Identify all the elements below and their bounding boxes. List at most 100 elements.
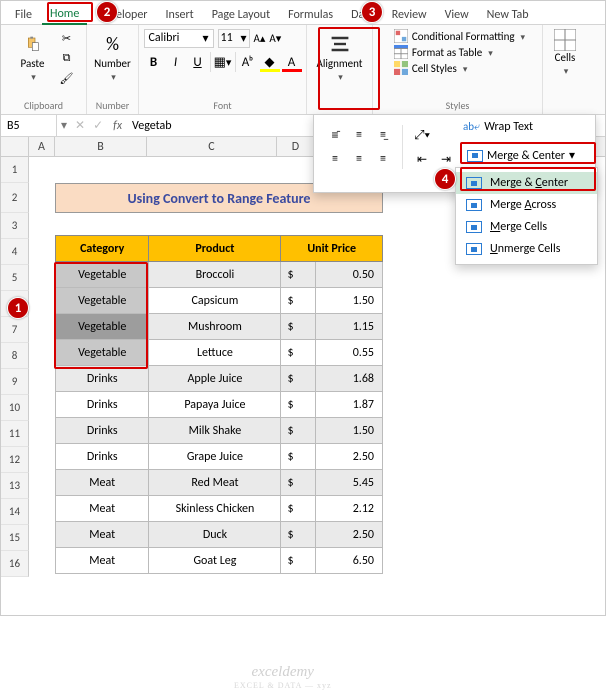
- cell-currency[interactable]: $: [281, 444, 316, 470]
- align-middle-icon[interactable]: ≡: [348, 125, 370, 145]
- alignment-button[interactable]: Alignment: [319, 29, 361, 83]
- tab-file[interactable]: File: [7, 6, 40, 24]
- cell-product[interactable]: Mushroom: [149, 314, 281, 340]
- cell-product[interactable]: Apple Juice: [149, 366, 281, 392]
- row-header[interactable]: 7: [1, 317, 29, 343]
- row-header[interactable]: 13: [1, 473, 29, 499]
- row-header[interactable]: 9: [1, 369, 29, 395]
- tab-insert[interactable]: Insert: [157, 6, 201, 24]
- font-size-select[interactable]: 11▾: [218, 29, 250, 48]
- menu-merge-cells[interactable]: Merge Cells: [456, 216, 597, 238]
- font-color-button[interactable]: A: [282, 52, 302, 72]
- cell-currency[interactable]: $: [281, 496, 316, 522]
- col-header-C[interactable]: C: [147, 137, 277, 156]
- paste-button[interactable]: Paste: [12, 29, 54, 83]
- row-header[interactable]: 8: [1, 343, 29, 369]
- row-header[interactable]: 2: [1, 183, 29, 213]
- row-header[interactable]: 5: [1, 265, 29, 291]
- tab-view[interactable]: View: [437, 6, 477, 24]
- italic-button[interactable]: I: [166, 52, 186, 72]
- cell-currency[interactable]: $: [281, 366, 316, 392]
- cells-button[interactable]: Cells: [554, 29, 576, 77]
- menu-unmerge-cells[interactable]: Unmerge Cells: [456, 238, 597, 260]
- conditional-formatting-button[interactable]: Conditional Formatting: [394, 29, 525, 43]
- font-super-icon[interactable]: Aᵇ: [238, 52, 258, 72]
- row-header[interactable]: 4: [1, 239, 29, 265]
- cell-price[interactable]: 1.68: [315, 366, 382, 392]
- increase-font-icon[interactable]: A▴: [254, 32, 266, 45]
- decrease-indent-icon[interactable]: ⇤: [411, 149, 433, 169]
- cell-currency[interactable]: $: [281, 340, 316, 366]
- tab-review[interactable]: Review: [384, 6, 435, 24]
- align-right-icon[interactable]: ≡: [372, 149, 394, 169]
- tab-home[interactable]: Home: [42, 5, 87, 25]
- cell-category[interactable]: Drinks: [56, 392, 149, 418]
- cell-price[interactable]: 2.50: [315, 522, 382, 548]
- cell-product[interactable]: Broccoli: [149, 262, 281, 288]
- cell-price[interactable]: 1.15: [315, 314, 382, 340]
- cell-product[interactable]: Skinless Chicken: [149, 496, 281, 522]
- cell-price[interactable]: 2.12: [315, 496, 382, 522]
- cell-currency[interactable]: $: [281, 288, 316, 314]
- wrap-text-button[interactable]: ab⤶ Wrap Text: [463, 120, 533, 134]
- cell-product[interactable]: Papaya Juice: [149, 392, 281, 418]
- copy-icon[interactable]: ⧉: [58, 49, 76, 67]
- underline-button[interactable]: U: [188, 52, 208, 72]
- row-header[interactable]: 12: [1, 447, 29, 473]
- tab-new[interactable]: New Tab: [479, 6, 537, 24]
- cell-price[interactable]: 2.50: [315, 444, 382, 470]
- increase-indent-icon[interactable]: ⇥: [435, 149, 457, 169]
- row-header[interactable]: 11: [1, 421, 29, 447]
- cell-product[interactable]: Goat Leg: [149, 548, 281, 574]
- cell-price[interactable]: 1.50: [315, 288, 382, 314]
- row-header[interactable]: 16: [1, 551, 29, 577]
- cell-price[interactable]: 1.50: [315, 418, 382, 444]
- cell-product[interactable]: Red Meat: [149, 470, 281, 496]
- cell-category[interactable]: Drinks: [56, 418, 149, 444]
- merge-and-center-button[interactable]: Merge & Center ▾: [463, 146, 579, 165]
- cell-category[interactable]: Drinks: [56, 366, 149, 392]
- cell-price[interactable]: 1.87: [315, 392, 382, 418]
- cell-currency[interactable]: $: [281, 548, 316, 574]
- cell-currency[interactable]: $: [281, 392, 316, 418]
- cell-category[interactable]: Meat: [56, 496, 149, 522]
- cell-category[interactable]: Meat: [56, 522, 149, 548]
- cell-category[interactable]: Meat: [56, 470, 149, 496]
- cell-category[interactable]: Meat: [56, 548, 149, 574]
- bold-button[interactable]: B: [144, 52, 164, 72]
- cell-currency[interactable]: $: [281, 314, 316, 340]
- cell-product[interactable]: Milk Shake: [149, 418, 281, 444]
- row-header[interactable]: 3: [1, 213, 29, 239]
- cell-category[interactable]: Vegetable: [56, 340, 149, 366]
- formula-value[interactable]: Vegetab: [128, 119, 172, 133]
- format-as-table-button[interactable]: Format as Table: [394, 45, 525, 59]
- row-header[interactable]: 10: [1, 395, 29, 421]
- cell-styles-button[interactable]: Cell Styles: [394, 61, 525, 75]
- cell-price[interactable]: 0.50: [315, 262, 382, 288]
- namebox-dropdown-icon[interactable]: ▾: [57, 118, 71, 133]
- cell-category[interactable]: Vegetable: [56, 262, 149, 288]
- cell-currency[interactable]: $: [281, 522, 316, 548]
- menu-merge-and-center[interactable]: Merge & Center: [456, 172, 597, 194]
- decrease-font-icon[interactable]: A▾: [269, 32, 281, 45]
- align-top-icon[interactable]: ≡̄: [324, 125, 346, 145]
- font-family-select[interactable]: Calibri▾: [144, 29, 214, 48]
- cut-icon[interactable]: ✂: [58, 29, 76, 47]
- select-all-triangle[interactable]: [1, 137, 29, 156]
- cell-price[interactable]: 5.45: [315, 470, 382, 496]
- col-header-D[interactable]: D: [277, 137, 315, 156]
- cell-price[interactable]: 6.50: [315, 548, 382, 574]
- align-bottom-icon[interactable]: ≡̲: [372, 125, 394, 145]
- cell-currency[interactable]: $: [281, 262, 316, 288]
- borders-button[interactable]: ▦▾: [213, 52, 233, 72]
- cell-product[interactable]: Capsicum: [149, 288, 281, 314]
- cell-product[interactable]: Lettuce: [149, 340, 281, 366]
- orientation-icon[interactable]: ⤢▾: [411, 125, 433, 145]
- number-format-button[interactable]: % Number: [92, 29, 134, 83]
- cell-category[interactable]: Drinks: [56, 444, 149, 470]
- col-header-B[interactable]: B: [55, 137, 147, 156]
- align-left-icon[interactable]: ≡: [324, 149, 346, 169]
- format-painter-icon[interactable]: 🖌: [58, 69, 76, 87]
- row-header[interactable]: 14: [1, 499, 29, 525]
- fx-icon[interactable]: fx: [107, 119, 128, 133]
